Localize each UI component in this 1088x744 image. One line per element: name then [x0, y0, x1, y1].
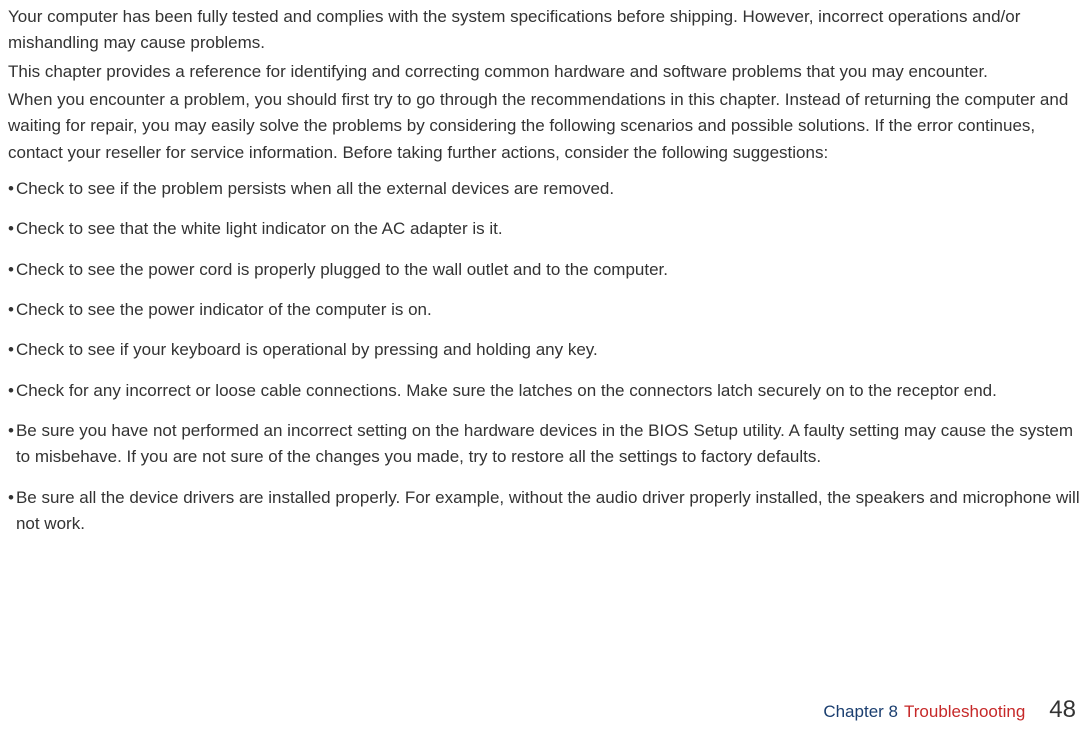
list-item-text: Check to see if your keyboard is operati…: [16, 337, 1080, 363]
chapter-title: Troubleshooting: [904, 699, 1025, 725]
bullet-icon: •: [8, 216, 16, 242]
list-item-text: Check to see the power cord is properly …: [16, 257, 1080, 283]
bullet-icon: •: [8, 297, 16, 323]
bullet-icon: •: [8, 378, 16, 404]
list-item: • Check to see the power indicator of th…: [8, 297, 1080, 323]
list-item-text: Check to see if the problem persists whe…: [16, 176, 1080, 202]
suggestion-list: • Check to see if the problem persists w…: [8, 176, 1080, 537]
list-item-text: Check to see that the white light indica…: [16, 216, 1080, 242]
chapter-label: Chapter 8: [823, 699, 898, 725]
bullet-icon: •: [8, 257, 16, 283]
list-item: • Check to see that the white light indi…: [8, 216, 1080, 242]
list-item: • Check for any incorrect or loose cable…: [8, 378, 1080, 404]
intro-paragraph-3: When you encounter a problem, you should…: [8, 87, 1080, 166]
list-item: • Be sure you have not performed an inco…: [8, 418, 1080, 471]
list-item-text: Check for any incorrect or loose cable c…: [16, 378, 1080, 404]
intro-paragraph-1: Your computer has been fully tested and …: [8, 4, 1080, 57]
list-item: • Check to see the power cord is properl…: [8, 257, 1080, 283]
list-item-text: Be sure all the device drivers are insta…: [16, 485, 1080, 538]
bullet-icon: •: [8, 485, 16, 538]
list-item-text: Check to see the power indicator of the …: [16, 297, 1080, 323]
document-content: Your computer has been fully tested and …: [8, 0, 1080, 538]
list-item-text: Be sure you have not performed an incorr…: [16, 418, 1080, 471]
page-footer: Chapter 8 Troubleshooting 48: [823, 691, 1076, 728]
list-item: • Check to see if the problem persists w…: [8, 176, 1080, 202]
page-number: 48: [1049, 691, 1076, 728]
bullet-icon: •: [8, 176, 16, 202]
bullet-icon: •: [8, 418, 16, 471]
list-item: • Be sure all the device drivers are ins…: [8, 485, 1080, 538]
bullet-icon: •: [8, 337, 16, 363]
list-item: • Check to see if your keyboard is opera…: [8, 337, 1080, 363]
intro-paragraph-2: This chapter provides a reference for id…: [8, 59, 1080, 85]
